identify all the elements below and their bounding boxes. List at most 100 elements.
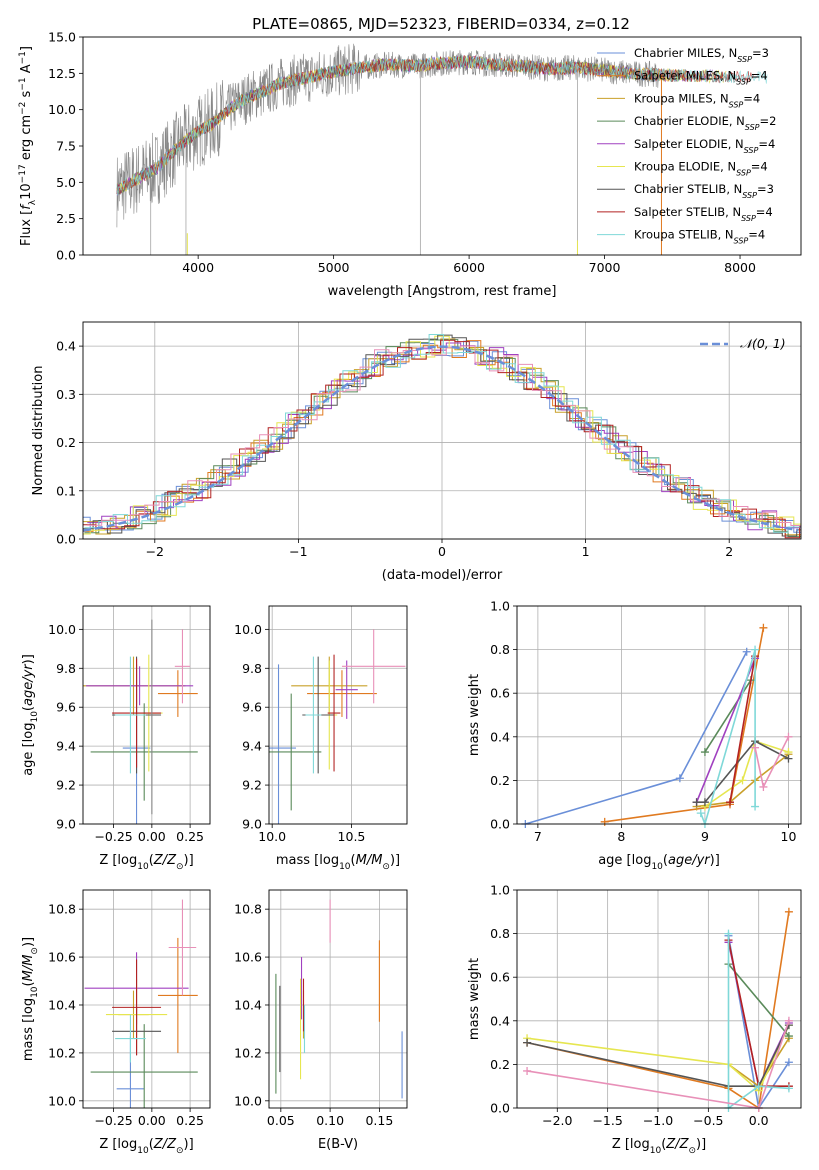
y-tick-label: 0.6 <box>490 970 510 985</box>
weight-line <box>526 1024 790 1087</box>
x-tick-label: 6000 <box>453 260 485 275</box>
y-tick-label: 0.2 <box>490 773 510 788</box>
y-axis-label: mass weight <box>467 958 482 1040</box>
y-axis-label: Flux [fλ10−17 erg cm−2 s−1 A−1] <box>18 46 38 246</box>
y-tick-label: 0.3 <box>56 387 76 402</box>
y-tick-label: 9.6 <box>56 700 76 715</box>
weight-marker <box>700 798 709 807</box>
y-tick-label: 9.4 <box>242 739 262 754</box>
x-axis-label: Z [log10(Z/Z⊙)] <box>612 1137 706 1156</box>
y-tick-label: 0.4 <box>490 729 510 744</box>
legend-label: Salpeter ELODIE, NSSP=4 <box>634 137 775 155</box>
y-tick-label: 0.4 <box>56 339 76 354</box>
panel-age_vs_mass: 10.0 10.5 9.0 9.2 9.4 9.6 9.8 10.0 mass [log10(M… <box>234 605 408 872</box>
weight-marker <box>726 798 734 807</box>
y-tick-label: 0.0 <box>56 248 76 263</box>
y-tick-label: 10.0 <box>48 622 76 637</box>
histogram-step <box>83 335 801 535</box>
x-axis-label: Z [log10(Z/Z⊙)] <box>99 1137 193 1156</box>
weight-line <box>526 1024 790 1092</box>
histogram-step <box>87 345 801 526</box>
model-line <box>116 55 768 196</box>
x-tick-label: 0.15 <box>365 1113 393 1128</box>
weight-marker <box>742 647 751 656</box>
x-tick-label: −0.5 <box>693 1113 723 1128</box>
legend-label: Salpeter STELIB, NSSP=4 <box>634 205 773 223</box>
y-tick-label: 0.0 <box>490 817 510 832</box>
legend-label: Chabrier STELIB, NSSP=3 <box>634 182 774 200</box>
axes-frame <box>268 889 408 1109</box>
y-tick-label: 9.6 <box>242 700 262 715</box>
panel-spectrum: 4000 5000 6000 7000 8000 0.0 2.5 5.0 7.5 10.0 12.5… <box>18 30 802 299</box>
weight-line <box>696 753 789 808</box>
y-tick-label: 10.4 <box>234 997 262 1012</box>
legend-label: Kroupa STELIB, NSSP=4 <box>634 228 765 246</box>
weight-marker <box>784 1032 793 1041</box>
axes-frame <box>516 889 802 1109</box>
x-tick-label: 8000 <box>724 260 756 275</box>
y-axis-label: mass weight <box>467 674 482 756</box>
x-tick-label: 10.5 <box>338 829 366 844</box>
panel-weight_vs_age: 7 8 9 10 0.0 0.2 0.4 0.6 0.8 1.0 age [log10(age/yr… <box>467 599 802 872</box>
weight-marker <box>523 1038 532 1047</box>
axes-frame <box>268 605 408 825</box>
gaussian-curve <box>83 345 799 532</box>
x-axis-label: wavelength [Angstrom, rest frame] <box>328 284 557 299</box>
figure-title: PLATE=0865, MJD=52323, FIBERID=0334, z=0… <box>252 15 630 33</box>
x-tick-label: 0.00 <box>138 829 166 844</box>
weight-line <box>704 740 789 808</box>
weight-marker <box>784 1058 793 1067</box>
x-axis-label: Z [log10(Z/Z⊙)] <box>99 853 193 872</box>
x-tick-label: −0.25 <box>94 1113 132 1128</box>
y-tick-label: 10.6 <box>234 950 262 965</box>
x-tick-label: −1 <box>289 544 307 559</box>
x-tick-label: −1.5 <box>592 1113 622 1128</box>
x-tick-label: 0.05 <box>267 1113 295 1128</box>
y-tick-label: 0.2 <box>490 1057 510 1072</box>
axes-frame <box>82 321 802 540</box>
x-tick-label: 5000 <box>318 260 350 275</box>
y-tick-label: 10.0 <box>48 102 76 117</box>
y-tick-label: 10.8 <box>48 902 76 917</box>
y-axis-label: mass [log10(M/M⊙)] <box>21 937 40 1061</box>
weight-marker <box>754 1082 763 1091</box>
weight-marker <box>692 798 701 807</box>
x-axis-label: age [log10(age/yr)] <box>598 853 720 872</box>
weight-marker <box>738 776 747 785</box>
x-tick-label: 7000 <box>589 260 621 275</box>
y-tick-label: 9.8 <box>56 661 76 676</box>
y-tick-label: 10.0 <box>48 1093 76 1108</box>
y-tick-label: 2.5 <box>56 211 76 226</box>
x-tick-label: 0.25 <box>176 829 204 844</box>
x-tick-label: 9 <box>701 829 709 844</box>
x-tick-label: 0.0 <box>749 1113 769 1128</box>
weight-line <box>729 655 756 803</box>
weight-marker <box>784 754 793 763</box>
panel-weight_vs_Z: −2.0 −1.5 −1.0 −0.5 0.0 0.0 0.2 0.4 0.6 0.8 1.0 Z [… <box>467 883 802 1156</box>
weight-marker <box>751 645 760 654</box>
x-tick-label: 0 <box>438 544 446 559</box>
axes-frame <box>82 36 802 256</box>
weight-marker <box>751 802 760 811</box>
x-tick-label: 7 <box>534 829 542 844</box>
axes-frame <box>82 889 211 1109</box>
y-tick-label: 0.4 <box>490 1013 510 1028</box>
axes-frame <box>516 605 802 825</box>
y-tick-label: 10.2 <box>234 1045 262 1060</box>
y-axis-label: age [log10(age/yr)] <box>21 654 40 776</box>
legend-label: Chabrier ELODIE, NSSP=2 <box>634 114 776 132</box>
y-tick-label: 10.6 <box>48 950 76 965</box>
y-tick-label: 15.0 <box>48 30 76 45</box>
x-tick-label: 1 <box>582 544 590 559</box>
y-tick-label: 10.0 <box>234 622 262 637</box>
weight-marker <box>700 748 709 757</box>
x-tick-label: 10 <box>781 829 797 844</box>
y-tick-label: 9.4 <box>56 739 76 754</box>
y-tick-label: 9.0 <box>242 817 262 832</box>
y-tick-label: 0.0 <box>490 1101 510 1116</box>
y-tick-label: 10.0 <box>234 1093 262 1108</box>
y-tick-label: 12.5 <box>48 66 76 81</box>
legend-label: Salpeter MILES, NSSP=4 <box>634 69 768 87</box>
weight-marker <box>784 1016 793 1025</box>
weight-marker <box>784 732 793 741</box>
